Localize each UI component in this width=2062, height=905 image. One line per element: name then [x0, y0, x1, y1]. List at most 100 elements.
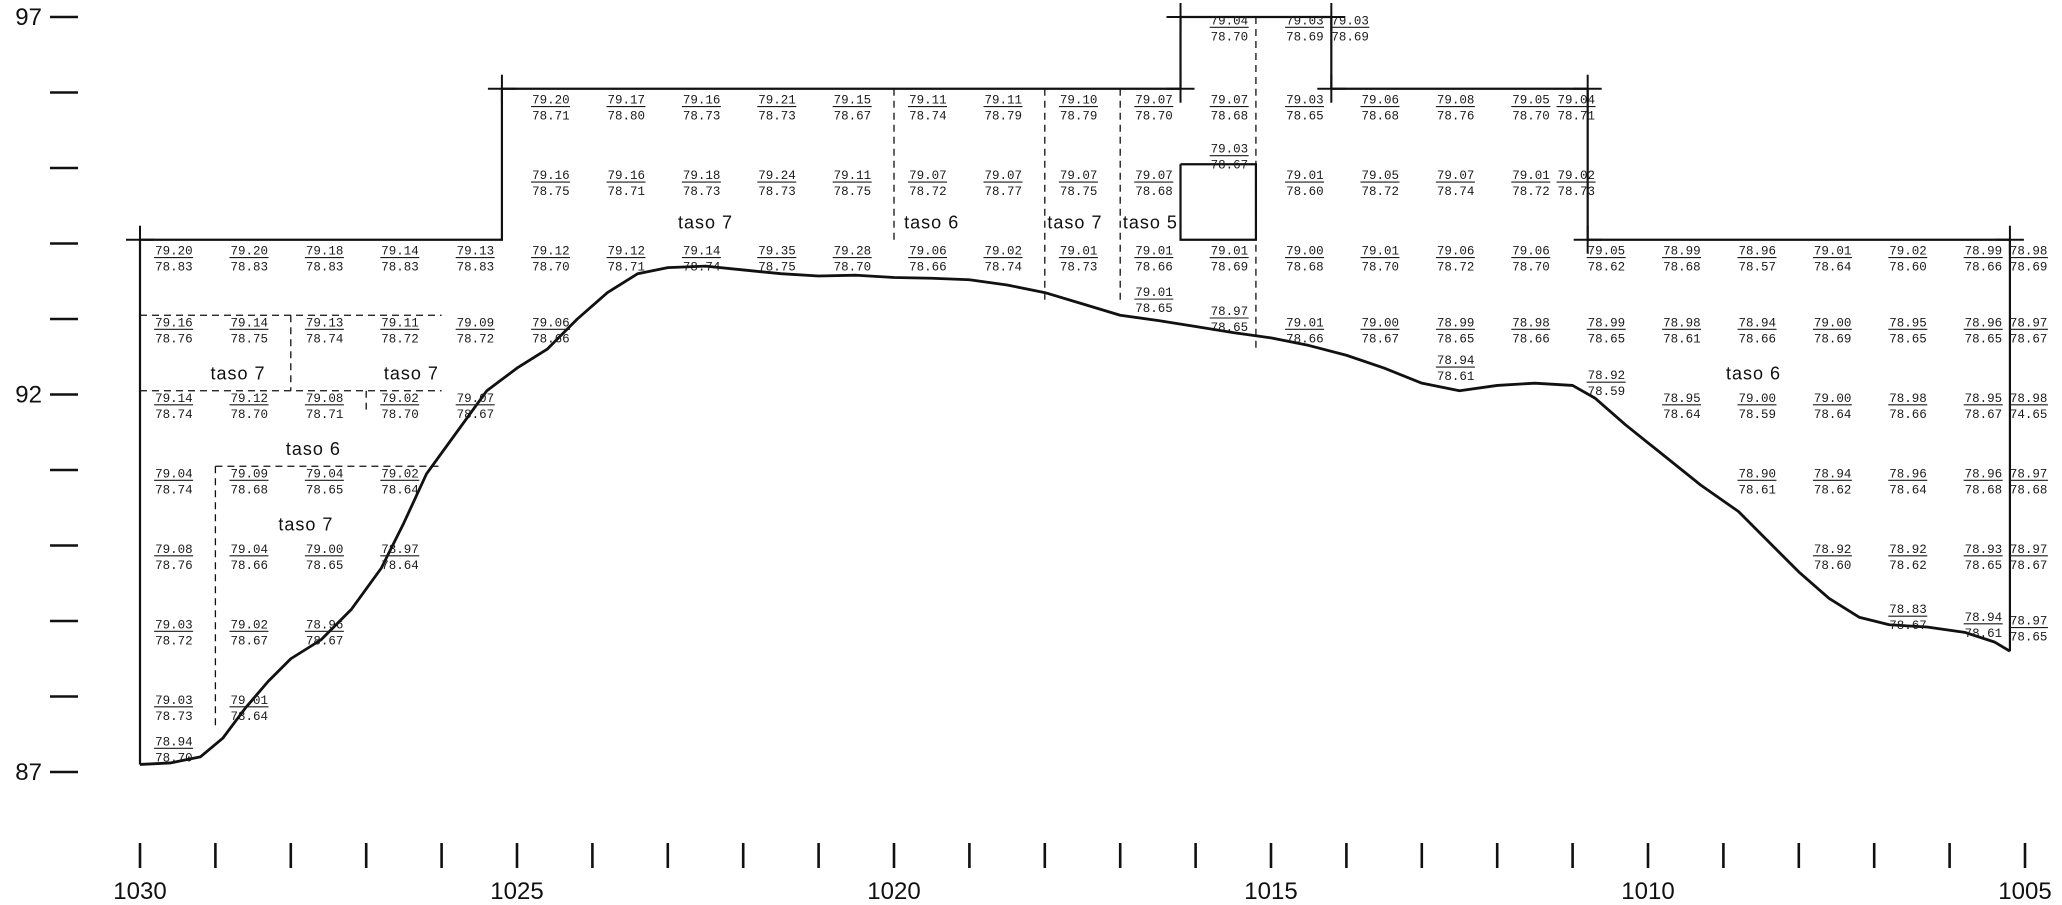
level-reading: 79.09 78.68: [229, 467, 269, 497]
level-reading: 78.94 78.61: [1963, 611, 2003, 641]
level-bottom-value: 78.68: [1211, 110, 1249, 124]
level-reading: 79.07 78.74: [1435, 169, 1475, 199]
level-reading: 79.18 78.73: [681, 169, 721, 199]
level-bottom-value: 78.72: [457, 332, 495, 346]
level-reading: 79.18 78.83: [304, 245, 344, 275]
level-top-value: 79.00: [1286, 245, 1324, 259]
level-top-value: 78.83: [1889, 603, 1927, 617]
level-top-value: 79.07: [1135, 169, 1173, 183]
level-top-value: 79.12: [532, 245, 570, 259]
level-reading: 79.07 78.72: [908, 169, 948, 199]
x-tick-label: 1005: [1998, 878, 2051, 905]
level-bottom-value: 78.66: [909, 261, 947, 275]
level-top-value: 78.96: [1738, 245, 1776, 259]
level-bottom-value: 78.71: [607, 261, 645, 275]
level-top-value: 79.07: [1135, 94, 1173, 108]
level-bottom-value: 78.65: [1588, 332, 1626, 346]
level-bottom-value: 78.79: [984, 110, 1022, 124]
level-reading: 78.98 78.66: [1511, 316, 1551, 346]
level-top-value: 79.16: [683, 94, 721, 108]
level-bottom-value: 78.70: [1211, 30, 1249, 44]
level-top-value: 79.18: [683, 169, 721, 183]
layer-label: taso 7: [278, 514, 333, 534]
level-reading: 79.03 78.69: [1285, 14, 1325, 44]
x-tick-label: 1030: [113, 878, 166, 905]
level-top-value: 78.98: [1663, 316, 1701, 330]
level-bottom-value: 78.70: [834, 261, 872, 275]
level-reading: 78.99 78.65: [1586, 316, 1626, 346]
y-tick-label: 87: [15, 759, 42, 786]
level-bottom-value: 78.75: [532, 185, 570, 199]
level-top-value: 79.03: [1286, 94, 1324, 108]
level-reading: 78.92 78.59: [1586, 369, 1626, 399]
level-bottom-value: 78.67: [834, 110, 872, 124]
level-bottom-value: 78.72: [155, 634, 193, 648]
level-top-value: 78.92: [1889, 543, 1927, 557]
level-bottom-value: 78.65: [1965, 332, 2003, 346]
level-reading: 78.97 78.68: [2008, 467, 2048, 497]
level-top-value: 78.94: [1437, 354, 1475, 368]
level-bottom-value: 78.70: [1512, 261, 1550, 275]
level-top-value: 79.02: [381, 392, 419, 406]
level-top-value: 79.07: [1060, 169, 1098, 183]
level-top-value: 78.94: [1965, 611, 2003, 625]
level-top-value: 79.07: [1211, 94, 1249, 108]
level-reading: 78.96 78.68: [1963, 467, 2003, 497]
level-bottom-value: 78.62: [1814, 483, 1852, 497]
y-tick-label: 92: [15, 382, 42, 409]
level-bottom-value: 78.68: [1286, 261, 1324, 275]
level-bottom-value: 78.70: [381, 408, 419, 422]
level-bottom-value: 78.65: [1889, 332, 1927, 346]
level-top-value: 79.18: [306, 245, 344, 259]
level-top-value: 79.09: [457, 316, 495, 330]
level-bottom-value: 78.77: [984, 185, 1022, 199]
level-top-value: 79.06: [1512, 245, 1550, 259]
level-bottom-value: 78.69: [2010, 261, 2048, 275]
level-reading: 79.04 78.70: [1209, 14, 1249, 44]
level-bottom-value: 78.83: [306, 261, 344, 275]
level-top-value: 78.99: [1663, 245, 1701, 259]
x-tick-label: 1015: [1244, 878, 1297, 905]
level-bottom-value: 78.64: [1663, 408, 1701, 422]
level-top-value: 78.97: [2010, 543, 2048, 557]
level-reading: 79.20 78.83: [229, 245, 269, 275]
level-bottom-value: 78.73: [758, 185, 796, 199]
level-reading: 79.09 78.72: [455, 316, 495, 346]
level-bottom-value: 78.59: [1738, 408, 1776, 422]
level-reading: 79.07 78.68: [1209, 94, 1249, 124]
level-top-value: 78.96: [306, 618, 344, 632]
level-bottom-value: 78.69: [1211, 261, 1249, 275]
level-top-value: 79.15: [834, 94, 872, 108]
level-bottom-value: 78.73: [1060, 261, 1098, 275]
level-top-value: 78.99: [1588, 316, 1626, 330]
level-bottom-value: 78.67: [306, 634, 344, 648]
level-bottom-value: 78.60: [1814, 559, 1852, 573]
level-top-value: 78.94: [1814, 467, 1852, 481]
level-bottom-value: 78.71: [532, 110, 570, 124]
level-top-value: 79.14: [381, 245, 419, 259]
level-top-value: 79.02: [1558, 169, 1596, 183]
level-top-value: 79.11: [381, 316, 419, 330]
level-bottom-value: 78.66: [532, 332, 570, 346]
level-reading: 78.97 78.65: [2008, 615, 2048, 645]
level-bottom-value: 78.67: [2010, 332, 2048, 346]
level-bottom-value: 78.73: [155, 710, 193, 724]
level-bottom-value: 78.75: [1060, 185, 1098, 199]
level-bottom-value: 78.74: [155, 408, 193, 422]
level-reading: 79.00 78.64: [1812, 392, 1852, 422]
level-top-value: 79.05: [1588, 245, 1626, 259]
level-bottom-value: 78.74: [984, 261, 1022, 275]
level-bottom-value: 78.83: [381, 261, 419, 275]
level-reading: 79.01 78.64: [229, 694, 269, 724]
level-top-value: 79.21: [758, 94, 796, 108]
level-top-value: 79.08: [306, 392, 344, 406]
level-top-value: 78.92: [1814, 543, 1852, 557]
level-top-value: 79.16: [607, 169, 645, 183]
level-bottom-value: 78.65: [306, 483, 344, 497]
level-reading: 79.05 78.72: [1360, 169, 1400, 199]
level-reading: 79.13 78.83: [455, 245, 495, 275]
level-reading: 79.02 78.60: [1888, 245, 1928, 275]
level-bottom-value: 78.62: [1588, 261, 1626, 275]
level-bottom-value: 78.72: [1437, 261, 1475, 275]
level-top-value: 79.07: [909, 169, 947, 183]
